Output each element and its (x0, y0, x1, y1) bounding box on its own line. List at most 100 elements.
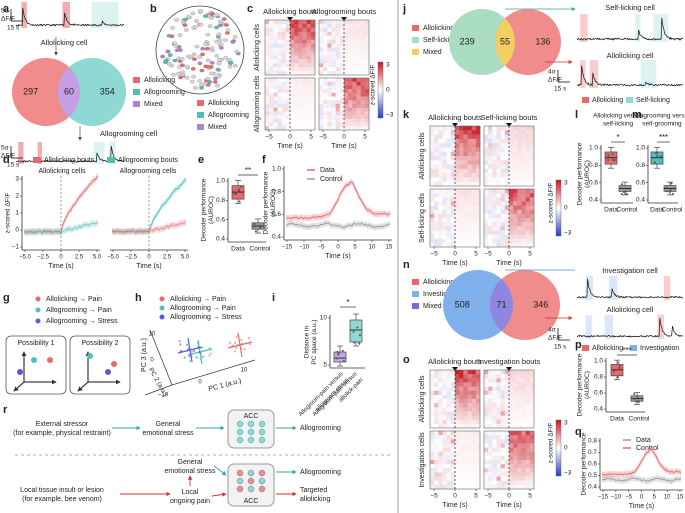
group-label: Control (250, 246, 272, 253)
heat-cell (517, 480, 522, 486)
heat-cell (509, 151, 514, 157)
fov (155, 5, 245, 95)
heat-cell (496, 226, 501, 231)
heat-cell (364, 78, 370, 83)
heat-cell (302, 51, 307, 56)
venn-circle (495, 9, 561, 75)
heat-cell (298, 55, 303, 60)
heat-cell (323, 104, 328, 109)
heat-cell (269, 78, 274, 83)
heat-cell (331, 126, 336, 131)
significance: * (346, 298, 349, 307)
heat-cell (446, 181, 452, 187)
heat-cell (356, 126, 361, 131)
heat-cell (467, 447, 472, 453)
heat-cell (500, 130, 506, 135)
heat-cell (471, 234, 477, 240)
neuron (247, 428, 255, 436)
trial-point (235, 346, 238, 349)
heat-cell (500, 415, 506, 421)
possibility-box (69, 335, 131, 395)
heat-cell (529, 234, 535, 240)
heat-cell (513, 238, 518, 244)
heat-cell (496, 173, 501, 178)
heat-cell (521, 173, 526, 178)
heat-cell (475, 181, 481, 187)
heat-cell (323, 63, 328, 68)
centroid (111, 361, 117, 367)
heat-cell (463, 230, 468, 235)
heat-cell (471, 197, 477, 202)
heat-cell (442, 403, 447, 408)
heat-cell (360, 96, 366, 101)
heat-cell (521, 126, 526, 131)
heat-cell (446, 222, 452, 227)
heat-cell (467, 177, 472, 183)
heat-cell (356, 111, 361, 116)
heat-cell (475, 415, 481, 421)
y-tick-label: 1.0 (216, 178, 225, 185)
heat-cell (310, 35, 316, 40)
heat-cell (509, 480, 514, 486)
heat-cell (310, 51, 316, 56)
heat-cell (529, 464, 535, 469)
cell-footprint (186, 15, 191, 19)
heat-cell (509, 386, 514, 392)
point (336, 353, 339, 356)
heat-cell (492, 209, 497, 215)
heat-cell (517, 126, 522, 131)
heat-cell (492, 230, 497, 235)
heat-cell (492, 419, 497, 425)
heat-cell (281, 92, 287, 97)
panel-label: k (403, 109, 410, 121)
heat-cell (360, 78, 366, 83)
heat-cell (471, 193, 477, 198)
heat-cell (344, 47, 349, 52)
point (668, 190, 671, 193)
heat-cell (430, 484, 435, 490)
heat-cell (269, 35, 274, 40)
heat-cell (430, 151, 435, 157)
label: Possibility 1 (18, 340, 55, 347)
heat-cell (269, 20, 274, 25)
column-title: Allolicking bouts (428, 357, 482, 366)
heat-cell (459, 480, 464, 486)
heat-cell (521, 134, 526, 140)
heat-cell (484, 403, 489, 408)
legend-swatch (582, 345, 589, 351)
heat-cell (310, 89, 316, 94)
y-axis-label: (AUROC) (584, 160, 591, 188)
heat-cell (331, 67, 336, 72)
heat-cell (352, 27, 357, 33)
label: Allolicking cell (607, 51, 654, 60)
heat-cell (446, 151, 452, 157)
heat-cell (463, 443, 468, 448)
heat-cell (335, 111, 341, 116)
heat-cell (265, 81, 270, 86)
heat-cell (492, 374, 497, 379)
heat-cell (364, 55, 370, 60)
heat-cell (529, 472, 535, 477)
heat-cell (500, 464, 506, 469)
heat-cell (281, 47, 287, 52)
heat-cell (521, 419, 526, 425)
heat-cell (471, 177, 477, 183)
legend-text: Allogrooming → Stress (46, 318, 118, 325)
heat-cell (438, 480, 443, 486)
cell-footprint (205, 32, 211, 37)
group-label: Data (604, 207, 618, 214)
heat-cell (459, 464, 464, 469)
heat-cell (327, 78, 332, 83)
heat-cell (319, 47, 324, 52)
heat-cell (467, 209, 472, 215)
heat-cell (463, 205, 468, 211)
heat-cell (339, 47, 345, 52)
heat-cell (442, 370, 447, 375)
heat-cell (319, 81, 324, 86)
point (353, 341, 356, 344)
heat-cell (463, 238, 468, 244)
label: 4σ (548, 327, 556, 334)
heat-cell (517, 439, 522, 444)
heat-cell (430, 480, 435, 486)
heat-cell (463, 480, 468, 486)
